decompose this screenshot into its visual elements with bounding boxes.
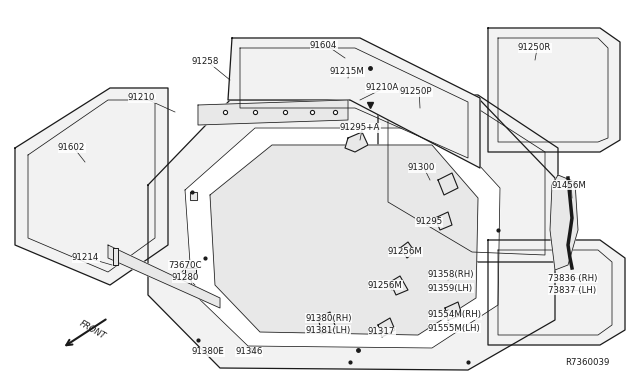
- Text: 91300: 91300: [408, 164, 435, 173]
- Text: 91215M: 91215M: [330, 67, 365, 77]
- Text: R7360039: R7360039: [565, 358, 609, 367]
- Polygon shape: [400, 242, 415, 258]
- Text: 73836 (RH): 73836 (RH): [548, 273, 597, 282]
- Text: 91380(RH): 91380(RH): [305, 314, 351, 323]
- Text: 91554M(RH): 91554M(RH): [428, 311, 482, 320]
- Polygon shape: [185, 268, 196, 278]
- Polygon shape: [108, 245, 220, 308]
- Text: 91295: 91295: [415, 218, 442, 227]
- Polygon shape: [378, 318, 395, 337]
- Text: 91214: 91214: [72, 253, 99, 263]
- Text: 73837 (LH): 73837 (LH): [548, 285, 596, 295]
- Text: 91456M: 91456M: [552, 180, 587, 189]
- Polygon shape: [345, 132, 368, 152]
- Polygon shape: [390, 276, 408, 295]
- Polygon shape: [318, 312, 336, 334]
- Text: 91381(LH): 91381(LH): [305, 326, 350, 334]
- Text: 91256M: 91256M: [368, 280, 403, 289]
- Polygon shape: [15, 88, 168, 285]
- Text: 73670C: 73670C: [168, 260, 202, 269]
- Text: 91358(RH): 91358(RH): [428, 270, 474, 279]
- Polygon shape: [210, 145, 478, 335]
- Polygon shape: [438, 173, 458, 195]
- Polygon shape: [435, 212, 452, 230]
- Polygon shape: [190, 192, 197, 200]
- Text: 91380E: 91380E: [192, 347, 225, 356]
- Text: 91258: 91258: [192, 58, 220, 67]
- Polygon shape: [488, 240, 625, 345]
- Text: 91210A: 91210A: [365, 83, 398, 93]
- Polygon shape: [198, 100, 348, 125]
- Polygon shape: [488, 28, 620, 152]
- Polygon shape: [228, 38, 480, 168]
- Text: 91280: 91280: [172, 273, 200, 282]
- Text: 91602: 91602: [58, 144, 85, 153]
- Text: 91555M(LH): 91555M(LH): [428, 324, 481, 333]
- Polygon shape: [185, 128, 500, 348]
- Text: FRONT: FRONT: [77, 319, 107, 341]
- Polygon shape: [113, 248, 118, 265]
- Text: 91210: 91210: [128, 93, 156, 103]
- Text: 91346: 91346: [235, 347, 262, 356]
- Text: 91250R: 91250R: [518, 44, 552, 52]
- Text: 91317: 91317: [368, 327, 396, 337]
- Text: 91359(LH): 91359(LH): [428, 283, 473, 292]
- Polygon shape: [378, 95, 558, 262]
- Polygon shape: [550, 175, 578, 270]
- Polygon shape: [445, 302, 462, 320]
- Text: 91250P: 91250P: [400, 87, 433, 96]
- Text: 91256M: 91256M: [388, 247, 423, 257]
- Text: 91295+A: 91295+A: [340, 124, 380, 132]
- Text: 91604: 91604: [310, 41, 337, 49]
- Polygon shape: [148, 100, 555, 370]
